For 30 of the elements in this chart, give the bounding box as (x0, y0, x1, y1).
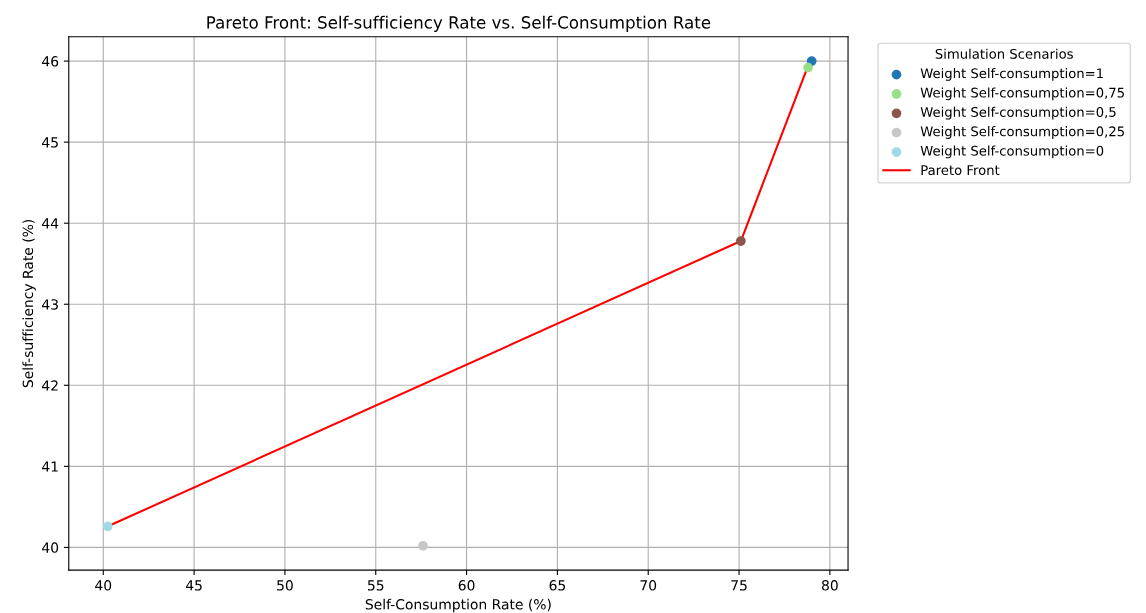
legend-label: Weight Self-consumption=0,75 (920, 87, 1124, 101)
legend-label: Weight Self-consumption=0,25 (920, 126, 1124, 139)
x-tick-label: 55 (367, 580, 384, 591)
x-tick-label: 50 (277, 580, 293, 591)
x-tick-label: 80 (821, 580, 838, 591)
chart-title: Pareto Front: Self-sufficiency Rate vs. Self-Consumption Rate (207, 15, 711, 32)
y-tick-label: 42 (42, 380, 58, 391)
y-tick-label: 43 (42, 299, 58, 310)
y-tick-label: 41 (42, 461, 58, 472)
legend-label: Weight Self-consumption=0 (920, 145, 1104, 159)
y-axis-title: Self-sufficiency Rate (%) (22, 219, 36, 388)
y-tick-label: 45 (42, 137, 58, 148)
x-tick-label: 65 (549, 580, 566, 591)
x-tick-label: 45 (185, 580, 202, 591)
point (803, 62, 813, 73)
legend-title: Simulation Scenarios (935, 48, 1073, 59)
x-tick-label: 60 (458, 580, 475, 591)
x-tick-label: 40 (95, 580, 112, 591)
point (418, 540, 428, 551)
y-tick-label: 44 (42, 218, 59, 229)
x-axis-title: Self-Consumption Rate (%) (365, 598, 551, 613)
legend-label: Pareto Front (921, 165, 1000, 176)
point (102, 521, 113, 532)
x-tick-label: 70 (640, 580, 657, 591)
legend-label: Weight Self-consumption=1 (920, 68, 1103, 81)
point (736, 236, 746, 246)
legend-label: Weight Self-consumption=0,5 (920, 106, 1116, 120)
x-tick-label: 75 (731, 580, 747, 591)
y-tick-label: 46 (42, 56, 59, 67)
y-tick-label: 40 (42, 542, 59, 553)
